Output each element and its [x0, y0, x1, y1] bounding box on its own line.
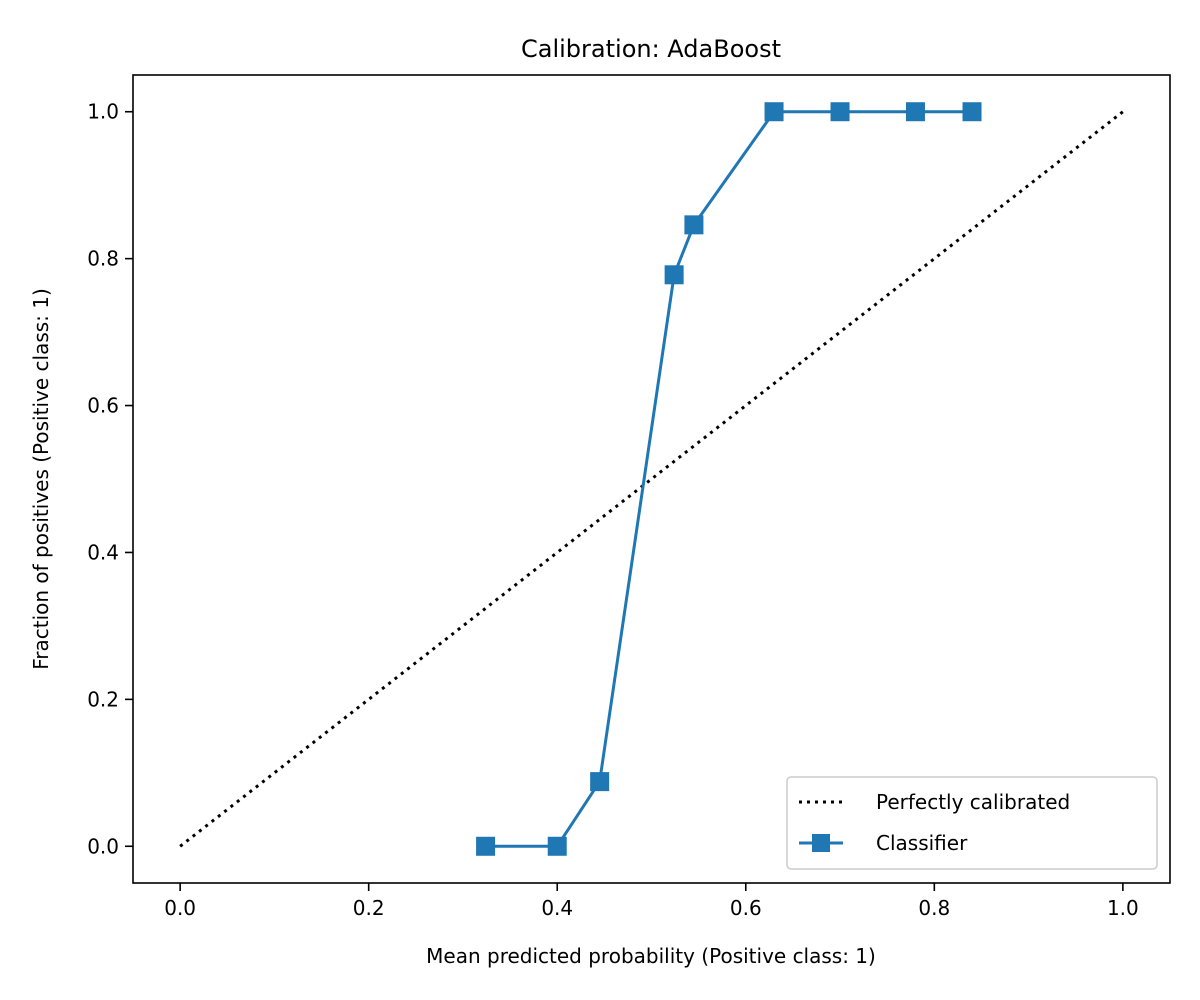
classifier-point — [547, 836, 567, 856]
y-tick-label: 0.8 — [87, 247, 119, 271]
classifier-point — [830, 102, 850, 122]
y-tick-label: 0.4 — [87, 540, 119, 564]
x-tick-label: 0.2 — [353, 896, 385, 920]
classifier-point — [590, 772, 610, 792]
legend-classifier-marker — [812, 834, 830, 852]
classifier-point — [962, 102, 982, 122]
classifier-point — [764, 102, 784, 122]
legend: Perfectly calibrated Classifier — [786, 776, 1158, 870]
x-tick-label: 1.0 — [1107, 896, 1139, 920]
legend-box — [786, 776, 1158, 870]
classifier-point — [476, 836, 496, 856]
y-tick-label: 1.0 — [87, 100, 119, 124]
x-tick-label: 0.4 — [541, 896, 573, 920]
classifier-point — [905, 102, 925, 122]
legend-label: Perfectly calibrated — [876, 790, 1070, 814]
classifier-point — [684, 215, 704, 235]
x-axis-label: Mean predicted probability (Positive cla… — [426, 944, 876, 968]
axes-frame — [132, 74, 1171, 884]
y-tick-label: 0.0 — [87, 834, 119, 858]
x-tick-label: 0.8 — [918, 896, 950, 920]
legend-label: Classifier — [876, 831, 968, 855]
x-tick-label: 0.6 — [730, 896, 762, 920]
x-tick-label: 0.0 — [164, 896, 196, 920]
y-tick-label: 0.2 — [87, 687, 119, 711]
classifier-point — [664, 265, 684, 285]
plot-area: 0.0 0.2 0.4 0.6 0.8 1.0 0.0 0.2 0.4 0.6 0.8 1.0 Perf… — [87, 74, 1171, 920]
y-tick-label: 0.6 — [87, 394, 119, 418]
chart-title: Calibration: AdaBoost — [521, 35, 781, 63]
y-axis-label: Fraction of positives (Positive class: 1… — [29, 288, 53, 670]
